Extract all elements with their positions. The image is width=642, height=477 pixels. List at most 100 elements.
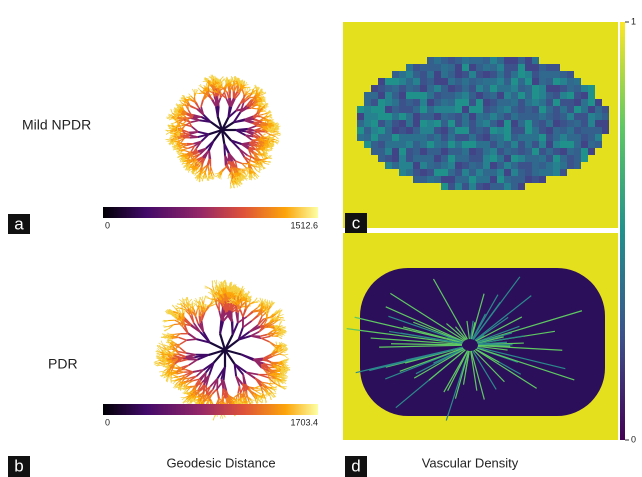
- vessel: [279, 354, 284, 355]
- vessel: [188, 334, 196, 340]
- vessel: [260, 335, 267, 337]
- vessel: [247, 88, 248, 91]
- density-cell: [392, 148, 399, 155]
- colorbar: [103, 404, 318, 415]
- density-cell: [392, 155, 399, 162]
- vessel: [166, 117, 171, 118]
- vessel: [164, 327, 168, 328]
- vessel: [261, 336, 270, 338]
- density-cell: [385, 85, 392, 92]
- vessel: [228, 83, 229, 87]
- density-cell: [406, 71, 413, 78]
- vessel: [217, 390, 219, 398]
- vessel: [212, 172, 214, 176]
- vessel: [261, 125, 267, 126]
- vessel: [189, 360, 198, 366]
- density-cell: [364, 127, 371, 134]
- vessel: [250, 300, 251, 305]
- density-cell: [399, 169, 406, 176]
- density-cell: [364, 141, 371, 148]
- vessel: [264, 327, 270, 328]
- vessel: [198, 88, 200, 90]
- vessel: [249, 149, 256, 150]
- colorbar-min: 0: [105, 417, 110, 427]
- vessel: [252, 316, 259, 321]
- vessel: [167, 360, 172, 361]
- vessel: [179, 337, 187, 340]
- vessel: [243, 81, 244, 85]
- density-cell: [385, 99, 392, 106]
- vessel: [247, 311, 253, 317]
- vessel: [204, 296, 206, 301]
- vessel: [223, 389, 224, 396]
- density-cell: [371, 92, 378, 99]
- vessel: [245, 90, 246, 94]
- vessel: [228, 176, 229, 179]
- density-cell: [371, 134, 378, 141]
- vessel: [213, 90, 214, 97]
- vessel: [186, 97, 189, 98]
- vessel: [180, 340, 187, 344]
- colorbar-max: 1512.6: [290, 220, 318, 230]
- vessel: [199, 316, 200, 323]
- vessel: [163, 336, 167, 337]
- density-cell: [392, 120, 399, 127]
- vessel: [203, 177, 204, 181]
- vessel: [234, 85, 235, 91]
- vessel: [284, 354, 288, 355]
- density-cell: [371, 99, 378, 106]
- density-cell: [392, 99, 399, 106]
- vessel: [201, 100, 203, 107]
- vessel: [236, 130, 246, 131]
- vessel: [279, 335, 283, 336]
- vessel: [261, 338, 269, 342]
- density-cell: [399, 155, 406, 162]
- density-cell: [371, 120, 378, 127]
- vessel: [192, 127, 198, 132]
- vessel: [216, 87, 219, 88]
- vessel: [199, 93, 203, 94]
- vessel: [243, 321, 252, 328]
- density-cell: [385, 134, 392, 141]
- vessel: [246, 91, 247, 95]
- density-cell: [385, 106, 392, 113]
- density-cell: [371, 106, 378, 113]
- vessel: [189, 135, 198, 137]
- vessel: [241, 355, 253, 360]
- vessel: [182, 397, 186, 400]
- vessel: [240, 386, 241, 394]
- density-cell: [392, 78, 399, 85]
- vessel: [211, 176, 212, 180]
- vessel: [192, 314, 194, 323]
- vessel: [198, 132, 209, 135]
- density-cell: [392, 127, 399, 134]
- density-cell: [357, 134, 364, 141]
- vessel: [189, 132, 198, 133]
- density-cell: [399, 120, 406, 127]
- density-cell: [357, 113, 364, 120]
- vessel: [246, 298, 247, 303]
- vessel: [256, 174, 259, 176]
- row-label: PDR: [48, 356, 78, 372]
- density-cell: [378, 127, 385, 134]
- density-cell: [378, 120, 385, 127]
- vessel: [190, 118, 199, 120]
- vessel: [247, 172, 248, 176]
- figure: 0 1512.6 0 1703.4 Mild NPDR PDR 1 0 a b …: [0, 0, 642, 477]
- vessel: [187, 359, 198, 360]
- vessel: [187, 339, 197, 340]
- density-cell: [385, 78, 392, 85]
- density-cell: [378, 106, 385, 113]
- density-cell: [399, 113, 406, 120]
- vessel: [268, 158, 272, 159]
- density-cell: [392, 162, 399, 169]
- vessel: [263, 147, 268, 148]
- density-cell: [357, 127, 364, 134]
- vessel: [270, 300, 271, 305]
- vessel: [252, 176, 255, 179]
- vessel: [264, 111, 267, 112]
- density-cell: [378, 134, 385, 141]
- vessel: [189, 376, 196, 378]
- vessel: [214, 280, 216, 285]
- row-label: Mild NPDR: [22, 117, 91, 133]
